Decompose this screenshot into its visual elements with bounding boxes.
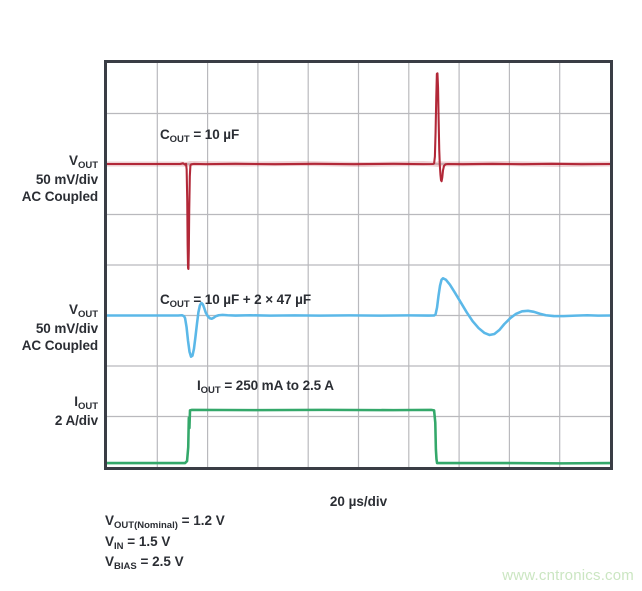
annotation-cout-combined-value: = 10 µF + 2 × 47 µF xyxy=(189,292,311,307)
condition-vin-value: = 1.5 V xyxy=(123,533,171,549)
condition-vbias-value: = 2.5 V xyxy=(136,554,184,569)
annotation-cout-combined: COUT = 10 µF + 2 × 47 µF xyxy=(160,292,311,310)
annotation-cout-10uf-value: = 10 µF xyxy=(189,127,240,142)
condition-vbias-symbol: V xyxy=(105,554,115,569)
annotation-cout-10uf-subscript: OUT xyxy=(169,134,190,145)
channel-label-vout-combined-subscript: OUT xyxy=(77,309,98,320)
channel-label-vout-10uf-scale: 50 mV/div xyxy=(35,172,98,187)
annotation-cout-combined-subscript: OUT xyxy=(169,299,190,310)
condition-vout-nominal: VOUT(Nominal) = 1.2 V xyxy=(105,512,225,533)
condition-vout-nominal-value: = 1.2 V xyxy=(177,513,225,528)
condition-vbias-subscript: BIAS xyxy=(114,561,137,572)
condition-vbias: VBIAS = 2.5 V xyxy=(105,553,225,574)
channel-label-vout-10uf-symbol: V xyxy=(69,153,78,168)
channel-label-vout-combined-symbol: V xyxy=(69,302,78,317)
condition-vin-symbol: V xyxy=(105,533,115,549)
trace-vout-10uf xyxy=(107,72,610,270)
channel-label-vout-10uf-subscript: OUT xyxy=(77,160,98,171)
channel-label-vout-combined: VOUT 50 mV/div AC Coupled xyxy=(0,301,98,354)
trace-iout xyxy=(107,408,610,465)
channel-label-iout-line1: IOUT xyxy=(0,393,98,412)
annotation-cout-combined-symbol: C xyxy=(160,292,170,307)
x-axis-label: 20 µs/div xyxy=(329,494,388,509)
condition-vin-subscript: IN xyxy=(114,540,124,552)
condition-vin: VIN = 1.5 V xyxy=(105,533,225,554)
channel-label-vout-combined-coupling: AC Coupled xyxy=(21,338,98,353)
annotation-cout-10uf: COUT = 10 µF xyxy=(160,127,240,145)
plot-area: COUT = 10 µF COUT = 10 µF + 2 × 47 µF IO… xyxy=(104,60,613,470)
annotation-iout-step-symbol: I xyxy=(197,378,201,393)
channel-label-iout-subscript: OUT xyxy=(77,401,98,412)
condition-vout-nominal-subscript: OUT(Nominal) xyxy=(114,520,178,531)
test-conditions: VOUT(Nominal) = 1.2 V VIN = 1.5 V VBIAS … xyxy=(105,512,225,574)
annotation-cout-10uf-symbol: C xyxy=(160,127,170,142)
annotation-iout-step-subscript: OUT xyxy=(200,385,221,396)
site-watermark: www.cntronics.com xyxy=(502,567,634,584)
channel-label-vout-combined-line1: VOUT xyxy=(0,301,98,320)
channel-label-iout-scale: 2 A/div xyxy=(54,413,98,428)
trace-vout-10uf-plus-94uf xyxy=(107,277,610,358)
annotation-iout-step-value: = 250 mA to 2.5 A xyxy=(220,378,334,393)
annotation-iout-step: IOUT = 250 mA to 2.5 A xyxy=(197,378,334,396)
channel-label-iout: IOUT 2 A/div xyxy=(0,393,98,429)
channel-label-vout-10uf: VOUT 50 mV/div AC Coupled xyxy=(0,152,98,205)
channel-label-vout-combined-scale: 50 mV/div xyxy=(35,321,98,336)
condition-vout-nominal-symbol: V xyxy=(105,513,115,528)
waveform-traces xyxy=(107,72,610,465)
channel-label-vout-10uf-line1: VOUT xyxy=(0,152,98,171)
channel-label-vout-10uf-coupling: AC Coupled xyxy=(21,189,98,204)
channel-label-iout-symbol: I xyxy=(74,394,78,409)
